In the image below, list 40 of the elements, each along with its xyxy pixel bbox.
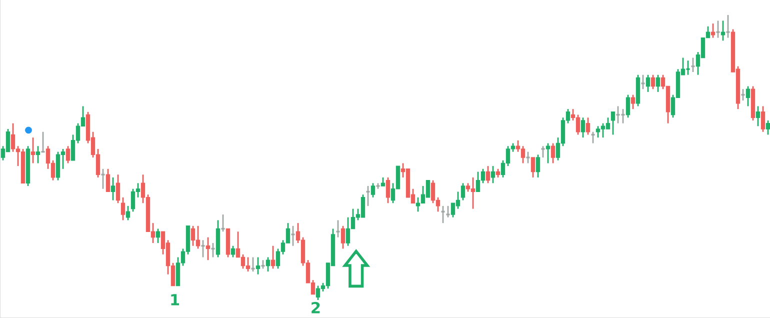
candlestick [486, 165, 490, 184]
candlestick [630, 94, 636, 110]
candlestick [266, 256, 270, 272]
text: 2 [312, 302, 320, 314]
candlestick [720, 20, 726, 42]
candlestick [586, 116, 590, 136]
candlestick [370, 182, 376, 198]
candlestick [36, 145, 40, 164]
candlestick [746, 86, 750, 107]
candlestick [550, 142, 556, 164]
candlestick [66, 145, 70, 164]
candlestick [230, 245, 236, 258]
candlestick [110, 176, 116, 201]
candlestick [610, 111, 616, 136]
candlestick [126, 205, 130, 221]
candlestick [340, 225, 346, 250]
candlestick [120, 196, 126, 221]
candlestick [106, 168, 110, 192]
candlestick [756, 106, 760, 127]
candlestick [490, 165, 496, 184]
candlestick [656, 74, 660, 93]
candlestick [116, 174, 120, 204]
candlestick [30, 136, 36, 164]
annotation: 1 [171, 294, 180, 306]
candlestick [156, 228, 160, 244]
candlestick [460, 182, 466, 201]
candlestick [760, 106, 766, 133]
candlestick [270, 245, 276, 270]
candlestick [766, 120, 770, 136]
candlestick [650, 74, 656, 90]
candlestick [536, 154, 540, 178]
candlestick [386, 176, 390, 204]
candlestick [626, 94, 630, 118]
candlestick [256, 256, 260, 276]
candlestick [710, 22, 716, 38]
candlestick [646, 74, 650, 93]
candlestick [580, 116, 586, 138]
candlestick [546, 142, 550, 164]
candlestick [206, 236, 210, 261]
candlestick [530, 156, 536, 178]
